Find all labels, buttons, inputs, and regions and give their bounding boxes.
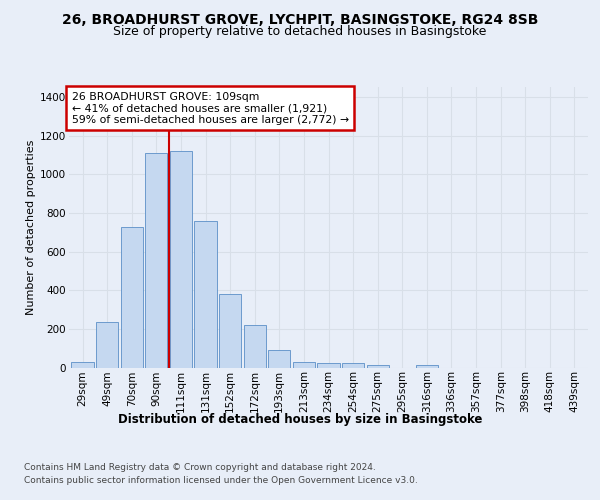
Y-axis label: Number of detached properties: Number of detached properties	[26, 140, 36, 315]
Bar	[416, 365, 438, 368]
Bar	[71, 362, 94, 368]
Text: Contains HM Land Registry data © Crown copyright and database right 2024.: Contains HM Land Registry data © Crown c…	[24, 462, 376, 471]
Bar	[145, 153, 167, 368]
Bar	[244, 325, 266, 368]
Text: Contains public sector information licensed under the Open Government Licence v3: Contains public sector information licen…	[24, 476, 418, 485]
Bar	[317, 362, 340, 368]
Text: 26, BROADHURST GROVE, LYCHPIT, BASINGSTOKE, RG24 8SB: 26, BROADHURST GROVE, LYCHPIT, BASINGSTO…	[62, 12, 538, 26]
Bar	[367, 364, 389, 368]
Bar	[121, 228, 143, 368]
Bar	[268, 350, 290, 368]
Bar	[170, 151, 192, 368]
Text: Distribution of detached houses by size in Basingstoke: Distribution of detached houses by size …	[118, 412, 482, 426]
Text: 26 BROADHURST GROVE: 109sqm
← 41% of detached houses are smaller (1,921)
59% of : 26 BROADHURST GROVE: 109sqm ← 41% of det…	[71, 92, 349, 125]
Bar	[96, 322, 118, 368]
Bar	[194, 220, 217, 368]
Bar	[342, 364, 364, 368]
Bar	[219, 294, 241, 368]
Text: Size of property relative to detached houses in Basingstoke: Size of property relative to detached ho…	[113, 25, 487, 38]
Bar	[293, 362, 315, 368]
